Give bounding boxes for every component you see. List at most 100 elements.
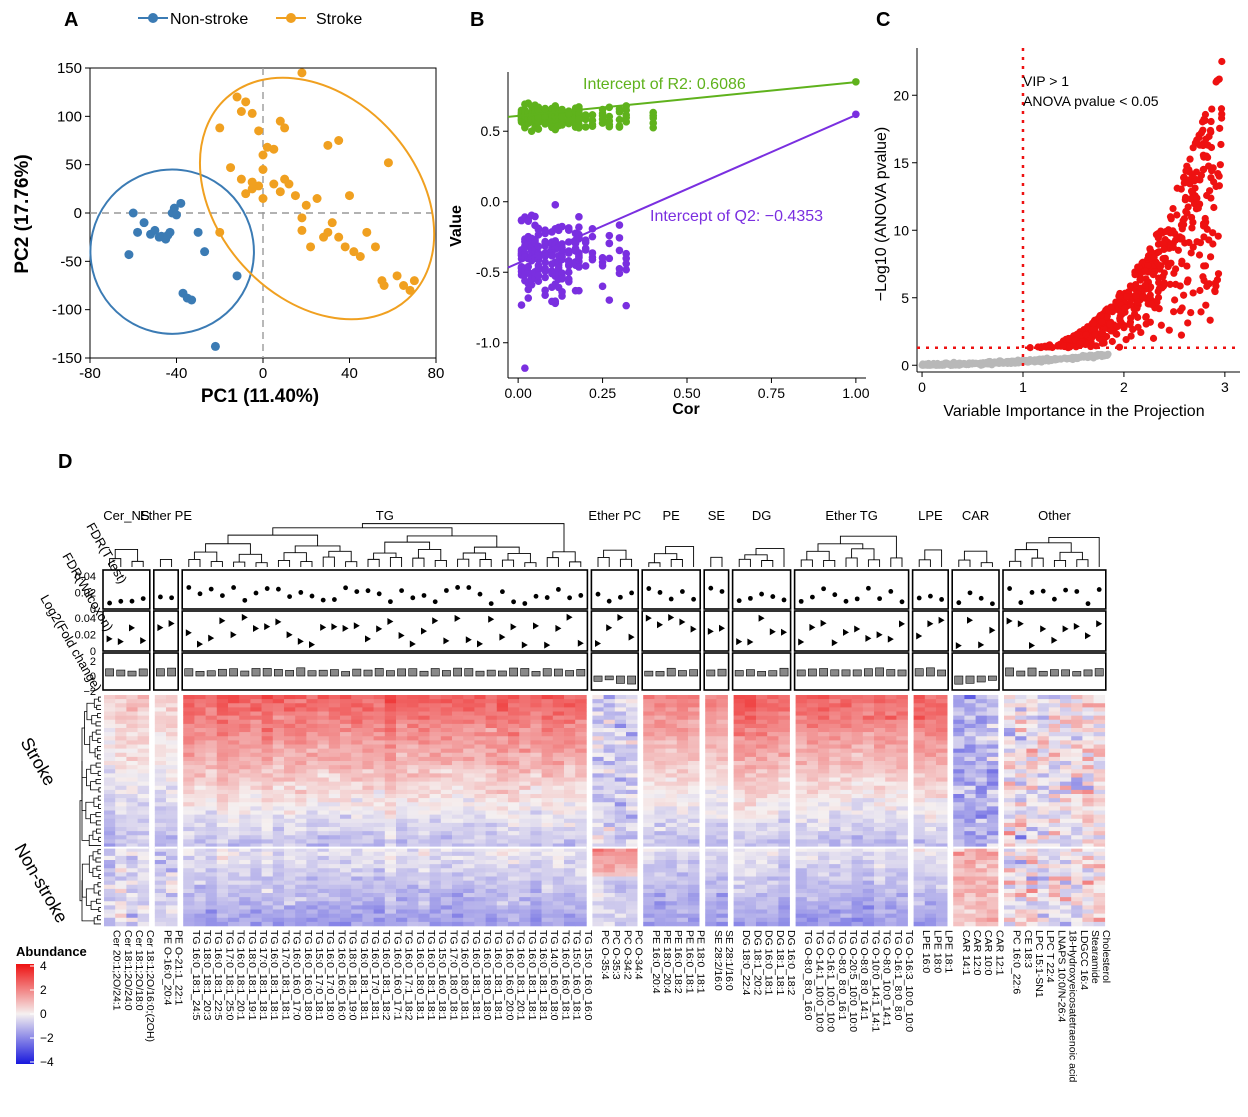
q2-point xyxy=(615,234,624,242)
heatmap-cell xyxy=(317,777,330,782)
heatmap-cell xyxy=(452,732,464,737)
heatmap-cell xyxy=(688,728,700,733)
heatmap-cell xyxy=(407,901,419,906)
heatmap-cell xyxy=(778,744,790,749)
heatmap-cell xyxy=(676,761,689,766)
heatmap-cell xyxy=(328,802,341,807)
heatmap-cell xyxy=(552,781,565,787)
heatmap-cell xyxy=(496,843,509,848)
heatmap-cell xyxy=(474,851,486,857)
heatmap-cell xyxy=(126,864,138,869)
heatmap-cell xyxy=(654,744,666,749)
heatmap-cell xyxy=(452,814,464,820)
heatmap-cell xyxy=(744,831,757,836)
heatmap-cell xyxy=(496,810,509,815)
heatmap-cell xyxy=(396,855,408,861)
heatmap-cell xyxy=(373,798,386,803)
heatmap-cell xyxy=(306,917,318,923)
heatmap-cell xyxy=(496,806,509,811)
heatmap-cell xyxy=(778,699,790,704)
heatmap-cell xyxy=(115,888,127,894)
heatmap-cell xyxy=(756,752,768,758)
heatmap-cell xyxy=(418,806,430,811)
heatmap-cell xyxy=(688,921,700,927)
heatmap-cell xyxy=(575,789,587,795)
heatmap-cell xyxy=(452,740,464,745)
heatmap-cell xyxy=(733,695,746,700)
heatmap-cell xyxy=(614,864,627,869)
heatmap-cell xyxy=(239,827,251,832)
heatmap-cell xyxy=(295,835,307,840)
heatmap-cell xyxy=(626,761,638,766)
heatmap-cell xyxy=(744,748,757,754)
stroke-sample-point xyxy=(280,123,290,133)
heatmap-cell xyxy=(485,756,498,762)
q2-point xyxy=(558,245,566,254)
heatmap-cell xyxy=(154,880,167,886)
heatmap-cell xyxy=(154,785,167,791)
heatmap-cell xyxy=(716,901,728,906)
heatmap-cell xyxy=(756,703,768,708)
heatmap-cell xyxy=(463,752,475,758)
heatmap-cell xyxy=(183,707,195,712)
heatmap-cell xyxy=(228,699,240,704)
heatmap-cell xyxy=(373,909,386,914)
heatmap-cell xyxy=(216,794,229,799)
heatmap-cell xyxy=(463,761,475,766)
fdr-ttest-dot xyxy=(544,595,550,600)
heatmap-cell xyxy=(519,789,531,795)
heatmap-cell xyxy=(688,723,700,729)
heatmap-cell xyxy=(137,843,150,848)
heatmap-cell xyxy=(205,831,218,836)
significant-feature-point xyxy=(1160,279,1168,287)
heatmap-cell xyxy=(756,773,768,778)
heatmap-cell xyxy=(716,831,728,836)
heatmap-cell xyxy=(705,835,717,840)
heatmap-cell xyxy=(452,851,464,857)
heatmap-cell xyxy=(592,802,604,807)
heatmap-cell xyxy=(351,872,363,877)
heatmap-cell xyxy=(216,897,229,902)
heatmap-cell xyxy=(508,888,520,894)
heatmap-cell xyxy=(508,806,520,811)
stroke-sample-point xyxy=(226,163,236,173)
fdr-ttest-dot xyxy=(967,590,973,596)
heatmap-cell xyxy=(272,860,285,865)
heatmap-cell xyxy=(575,909,587,914)
heatmap-cell xyxy=(508,880,520,886)
heatmap-cell xyxy=(306,785,318,791)
heatmap-cell xyxy=(384,756,397,762)
heatmap-cell xyxy=(756,798,768,803)
heatmap-cell xyxy=(429,880,442,886)
heatmap-cell xyxy=(452,785,464,791)
heatmap-cell xyxy=(166,917,178,923)
heatmap-cell xyxy=(205,843,218,848)
heatmap-cell xyxy=(676,715,689,721)
fdr-wilcoxon-triangle xyxy=(521,641,528,649)
top-dendrogram-branch xyxy=(457,558,470,567)
heatmap-cell xyxy=(496,744,509,749)
volcano-x-tick-label: 2 xyxy=(1120,379,1128,395)
heatmap-cell xyxy=(744,835,757,840)
heatmap-cell xyxy=(250,847,262,853)
significant-feature-point xyxy=(1199,166,1207,174)
heatmap-cell xyxy=(362,756,374,762)
fold-change-bar xyxy=(397,668,406,677)
heatmap-cell xyxy=(396,723,408,729)
heatmap-cell xyxy=(603,732,616,737)
heatmap-cell xyxy=(340,723,352,729)
heatmap-cell xyxy=(351,761,363,766)
heatmap-cell xyxy=(463,839,475,844)
heatmap-cell xyxy=(384,773,397,778)
heatmap-cell xyxy=(194,719,206,725)
heatmap-cell xyxy=(340,855,352,861)
heatmap-cell xyxy=(104,901,116,906)
heatmap-cell xyxy=(452,769,464,774)
heatmap-cell xyxy=(228,880,240,886)
pca-y-tick-label: -50 xyxy=(60,253,82,270)
heatmap-cell xyxy=(104,893,116,898)
heatmap-cell xyxy=(429,769,442,774)
heatmap-cell xyxy=(137,719,150,725)
heatmap-cell xyxy=(614,860,627,865)
heatmap-cell xyxy=(463,806,475,811)
